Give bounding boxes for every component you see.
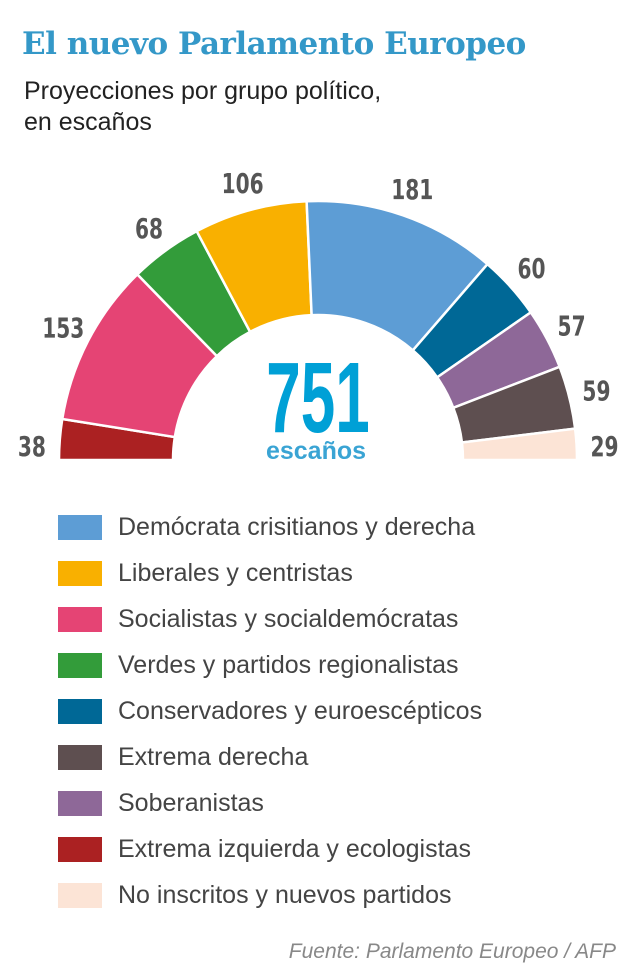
- legend-item: Socialistas y socialdemócratas: [58, 596, 482, 642]
- source-note: Fuente: Parlamento Europeo / AFP: [288, 940, 616, 963]
- segment-value-label: 181: [391, 172, 433, 205]
- legend-label: Demócrata crisitianos y derecha: [118, 512, 476, 541]
- legend-label: Extrema derecha: [118, 742, 309, 771]
- segment-value-label: 153: [42, 311, 84, 344]
- legend-swatch: [58, 514, 102, 540]
- legend-swatch: [58, 744, 102, 770]
- legend-label: Conservadores y euroescépticos: [118, 696, 483, 725]
- legend-item: Demócrata crisitianos y derecha: [58, 504, 482, 550]
- legend-label: No inscritos y nuevos partidos: [118, 880, 452, 909]
- legend-swatch: [58, 836, 102, 862]
- legend-label: Socialistas y socialdemócratas: [118, 604, 459, 633]
- segment-value-label: 60: [517, 252, 545, 285]
- legend-item: Verdes y partidos regionalistas: [58, 642, 482, 688]
- legend-swatch: [58, 606, 102, 632]
- legend-label: Liberales y centristas: [118, 558, 353, 587]
- segment-value-label: 38: [18, 429, 46, 462]
- segment-value-label: 106: [222, 170, 264, 200]
- legend: Demócrata crisitianos y derecha Liberales…: [58, 504, 482, 918]
- legend-swatch: [58, 882, 102, 908]
- legend-item: Soberanistas: [58, 780, 482, 826]
- total-seats-label: escaños: [266, 437, 366, 465]
- total-seats: 751: [266, 342, 369, 454]
- segment-value-label: 29: [590, 429, 618, 462]
- segment-value-label: 59: [582, 374, 610, 407]
- legend-label: Soberanistas: [118, 788, 264, 817]
- legend-item: Liberales y centristas: [58, 550, 482, 596]
- legend-item: No inscritos y nuevos partidos: [58, 872, 482, 918]
- chart-title: El nuevo Parlamento Europeo: [22, 26, 526, 62]
- legend-swatch: [58, 698, 102, 724]
- legend-label: Verdes y partidos regionalistas: [118, 650, 459, 679]
- legend-item: Conservadores y euroescépticos: [58, 688, 482, 734]
- legend-label: Extrema izquierda y ecologistas: [118, 834, 471, 863]
- legend-swatch: [58, 560, 102, 586]
- segment-value-label: 57: [558, 309, 586, 342]
- legend-item: Extrema izquierda y ecologistas: [58, 826, 482, 872]
- chart-subtitle: Proyecciones por grupo político, en esca…: [24, 77, 382, 136]
- legend-swatch: [58, 790, 102, 816]
- segment-value-label: 68: [135, 212, 163, 245]
- legend-swatch: [58, 652, 102, 678]
- legend-item: Extrema derecha: [58, 734, 482, 780]
- segment-8: [460, 427, 579, 462]
